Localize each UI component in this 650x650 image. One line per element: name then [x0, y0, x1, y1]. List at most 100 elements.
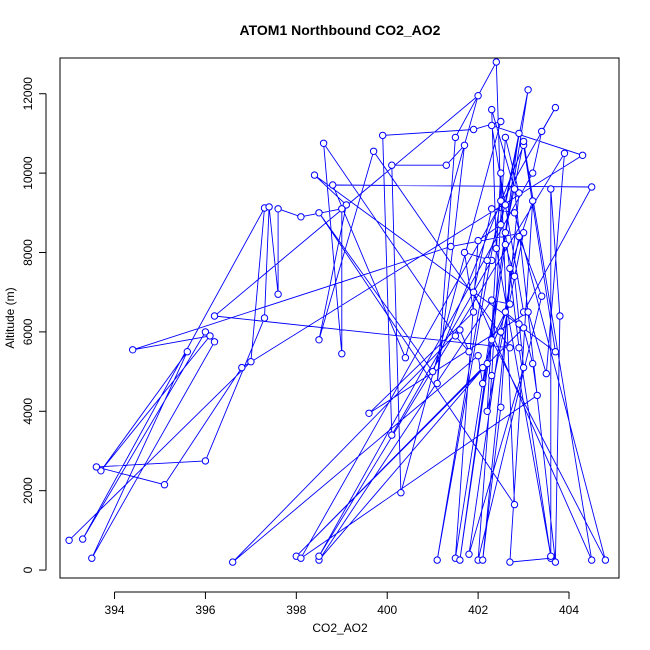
data-point-126 — [501, 308, 510, 316]
data-point-54 — [506, 300, 514, 308]
data-point-50 — [479, 379, 487, 388]
y-tick-label-10000: 10000 — [21, 156, 35, 190]
data-point-93 — [501, 240, 510, 249]
data-point-44 — [319, 139, 328, 148]
data-point-78 — [442, 161, 450, 169]
data-point-76 — [397, 489, 405, 497]
data-point-111 — [556, 312, 564, 320]
data-point-31 — [488, 121, 496, 130]
data-point-72 — [388, 431, 396, 439]
data-point-83 — [497, 197, 505, 205]
data-point-26 — [474, 92, 482, 100]
data-point-101 — [488, 371, 496, 380]
data-point-120 — [588, 556, 596, 564]
data-point-25 — [210, 312, 219, 320]
data-point-97 — [497, 328, 505, 336]
y-tick-label-0: 0 — [21, 566, 35, 573]
data-point-12 — [519, 229, 528, 237]
data-point-38 — [265, 203, 273, 211]
data-point-127 — [515, 320, 523, 328]
data-point-73 — [379, 131, 387, 140]
data-point-121 — [469, 288, 478, 296]
plot-frame — [59, 57, 620, 579]
data-point-86 — [501, 201, 510, 209]
y-tick-label-12000: 12000 — [21, 77, 35, 111]
data-point-57 — [519, 324, 528, 332]
data-point-5 — [210, 338, 219, 346]
y-tick-label-8000: 8000 — [21, 239, 35, 266]
data-point-124 — [601, 556, 610, 564]
data-point-79 — [460, 141, 469, 150]
data-point-75 — [497, 117, 505, 126]
series-layer — [65, 58, 610, 566]
data-point-10 — [129, 346, 137, 354]
data-point-80 — [433, 379, 441, 388]
data-point-82 — [492, 58, 500, 66]
data-point-33 — [238, 363, 246, 372]
data-point-11 — [447, 242, 455, 251]
data-point-117 — [515, 344, 523, 352]
data-point-125 — [488, 336, 496, 344]
data-point-14 — [497, 169, 505, 177]
data-point-28 — [329, 181, 337, 189]
data-point-85 — [483, 256, 491, 265]
data-point-55 — [479, 363, 487, 372]
data-point-27 — [401, 354, 410, 362]
data-point-90 — [497, 221, 505, 229]
data-point-96 — [465, 550, 473, 558]
x-tick-label-396: 396 — [195, 603, 215, 617]
data-point-118 — [501, 229, 510, 237]
data-point-107 — [529, 197, 537, 205]
data-point-77 — [388, 161, 396, 169]
data-point-119 — [519, 137, 528, 146]
data-point-70 — [460, 248, 469, 257]
data-point-92 — [456, 556, 464, 564]
data-point-61 — [551, 103, 560, 112]
data-point-34 — [160, 481, 169, 489]
data-point-99 — [538, 292, 546, 300]
data-point-66 — [542, 369, 550, 378]
data-point-69 — [469, 308, 478, 316]
data-point-106 — [506, 264, 514, 273]
data-point-112 — [551, 558, 560, 566]
x-axis: 394 396 398 400 402 404 — [105, 591, 579, 617]
data-point-17 — [429, 367, 437, 376]
y-tick-label-4000: 4000 — [21, 398, 35, 425]
y-axis: 0 2000 4000 6000 8000 10000 12000 — [21, 77, 47, 573]
data-point-60 — [297, 554, 305, 562]
data-point-98 — [515, 232, 523, 241]
data-point-102 — [501, 133, 510, 142]
data-point-6 — [88, 554, 96, 562]
data-point-21 — [342, 201, 350, 209]
data-point-115 — [492, 244, 500, 253]
data-point-122 — [488, 205, 496, 213]
x-axis-label: CO2_AO2 — [312, 621, 368, 635]
data-point-63 — [529, 169, 537, 177]
data-point-87 — [524, 86, 532, 94]
series-line — [68, 60, 606, 563]
data-point-8 — [97, 467, 105, 475]
data-point-29 — [588, 183, 596, 191]
data-point-1 — [247, 358, 255, 366]
data-point-110 — [547, 185, 555, 193]
data-point-46 — [465, 348, 473, 356]
data-point-3 — [79, 535, 87, 543]
data-point-43 — [338, 350, 346, 358]
data-point-36 — [201, 457, 210, 465]
data-point-23 — [369, 147, 378, 156]
data-point-74 — [469, 125, 478, 134]
data-point-47 — [456, 326, 464, 334]
data-point-67 — [524, 308, 532, 316]
data-point-84 — [433, 556, 441, 564]
data-point-19 — [551, 348, 560, 356]
data-point-0 — [65, 536, 73, 544]
data-point-59 — [533, 391, 541, 400]
data-point-58 — [529, 359, 537, 368]
data-point-95 — [519, 363, 528, 372]
data-point-89 — [474, 236, 482, 245]
data-point-16 — [315, 209, 323, 217]
x-tick-label-398: 398 — [286, 603, 306, 617]
data-point-48 — [229, 558, 237, 566]
data-point-35 — [92, 463, 101, 471]
